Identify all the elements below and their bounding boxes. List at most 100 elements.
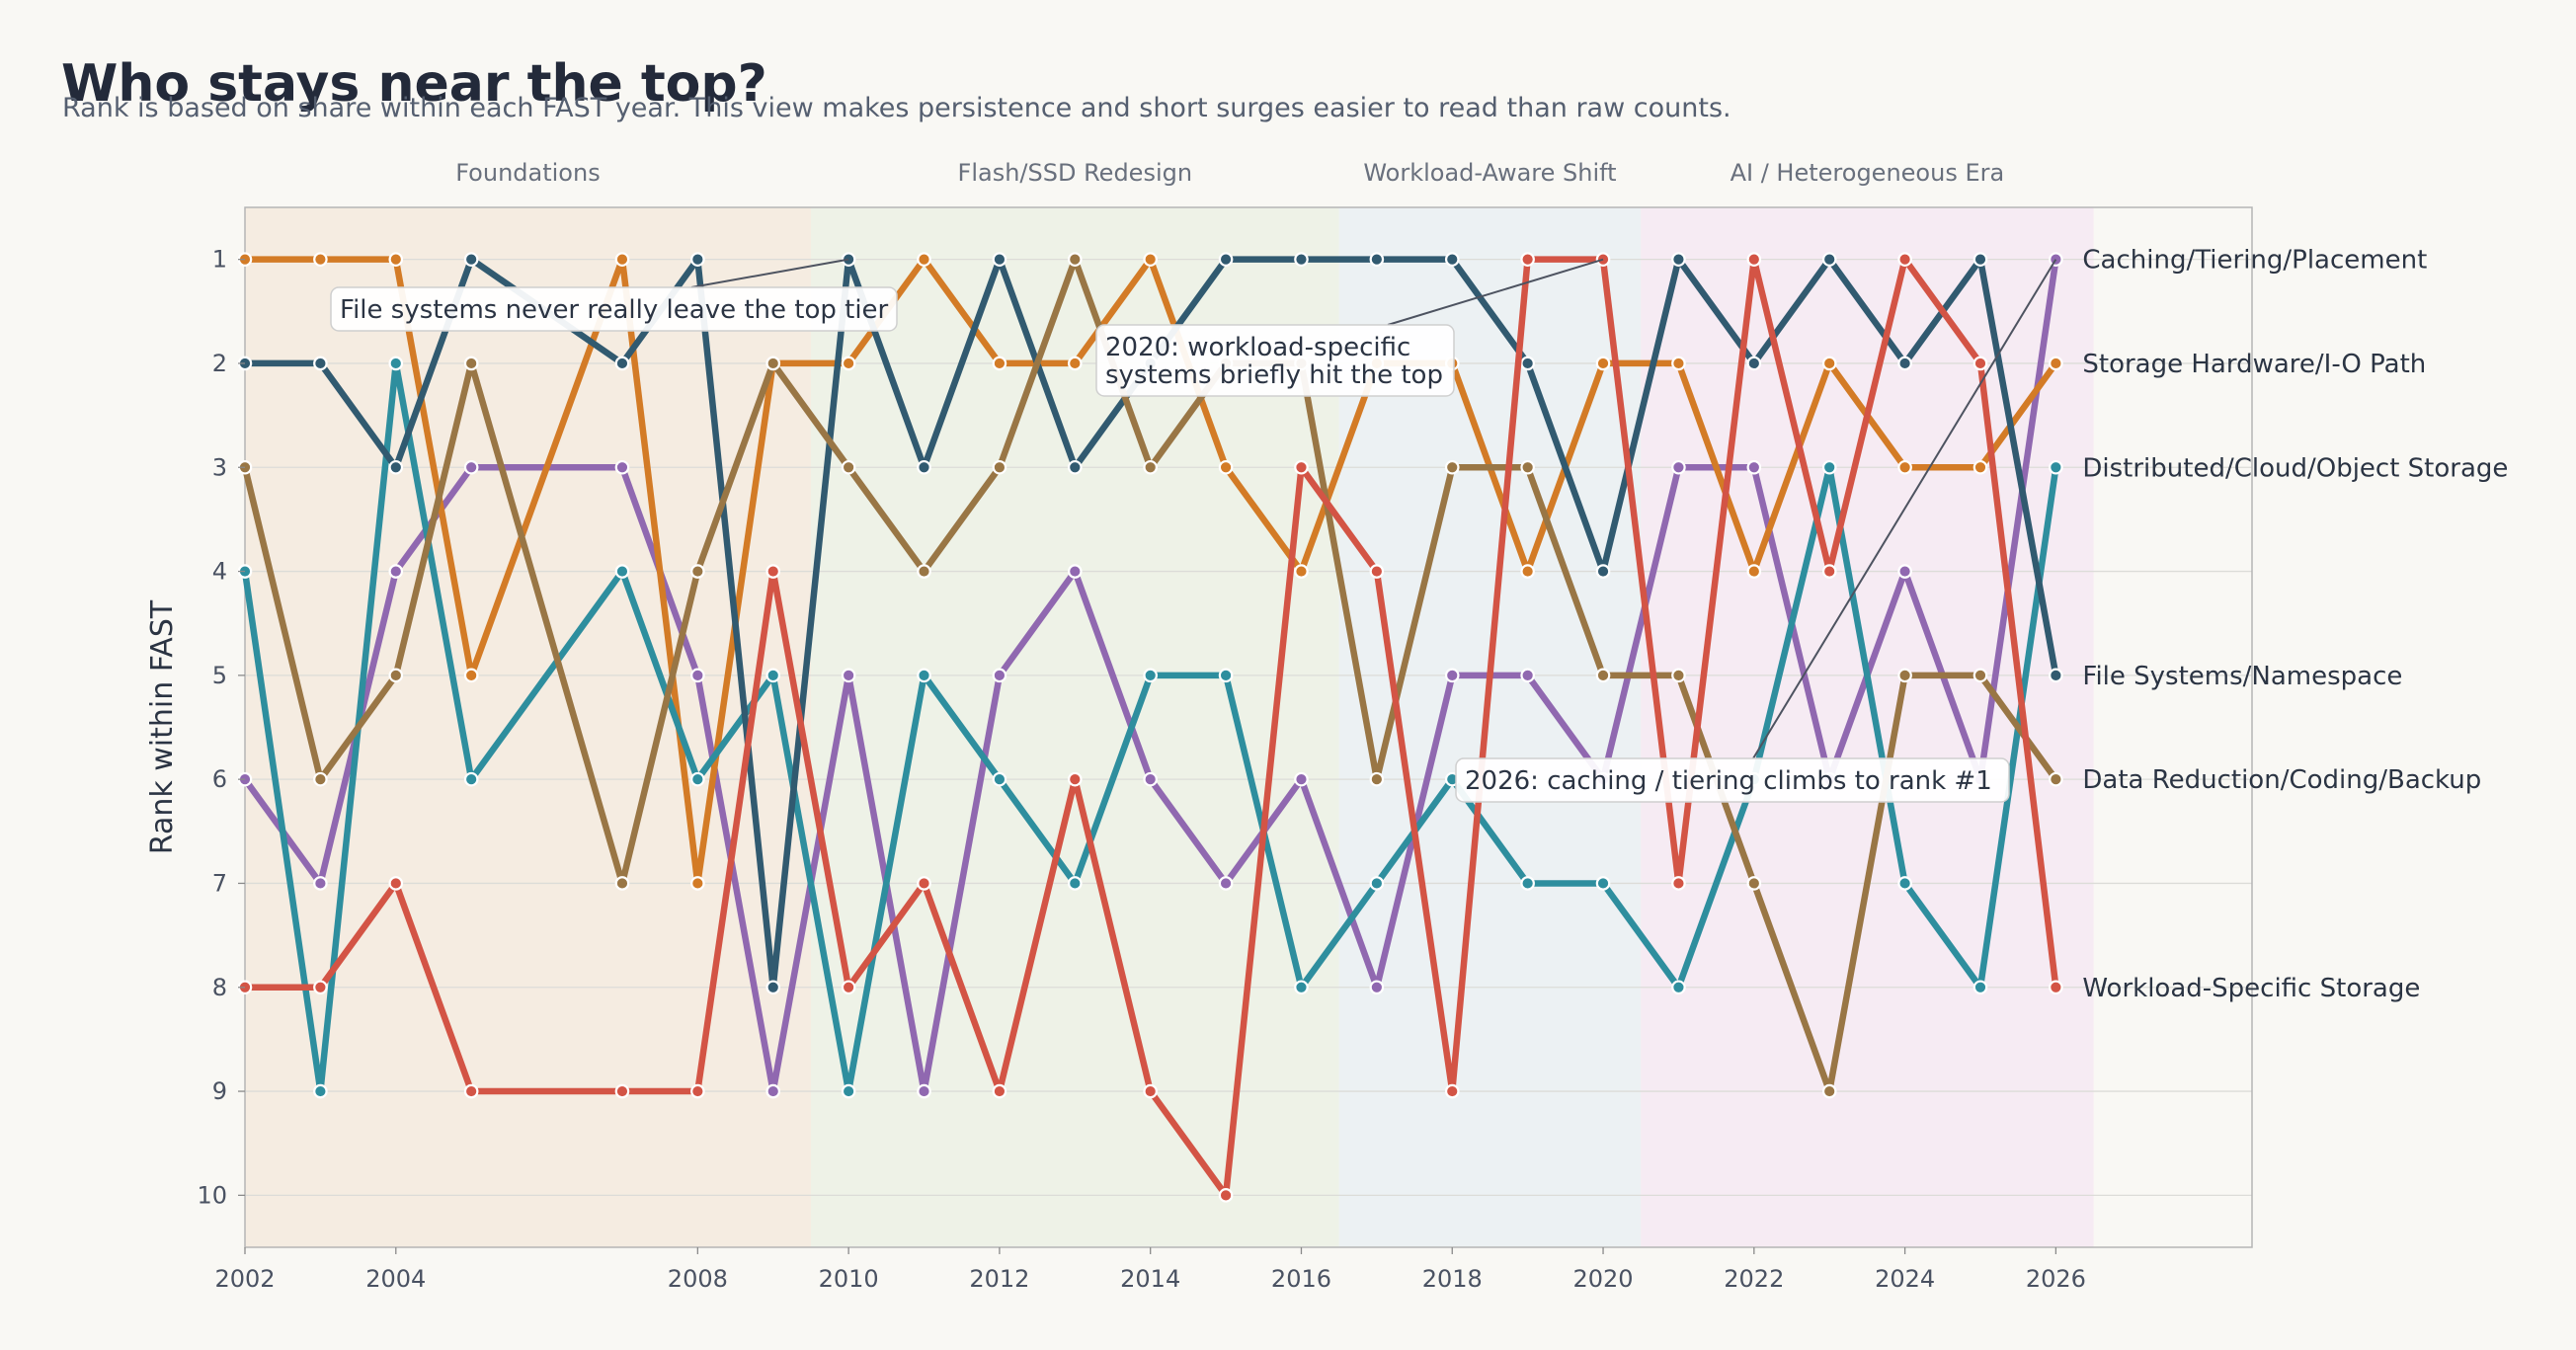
data-point [1218,668,1234,683]
data-point [917,876,931,891]
data-point [1972,668,1988,683]
data-point [1897,668,1912,683]
data-point [313,980,328,995]
data-point [1444,252,1460,267]
series-label: Distributed/Cloud/Object Storage [2082,453,2508,483]
data-point [690,564,705,579]
data-point [1671,980,1686,995]
era-label: AI / Heterogeneous Era [1731,159,2005,187]
data-point [1746,876,1762,891]
data-point [1972,459,1988,475]
annotation-box [1095,324,1455,397]
data-point [690,252,705,267]
x-tick-label: 2020 [1572,1265,1633,1293]
data-point [1746,252,1762,267]
y-tick-label: 10 [197,1181,227,1209]
data-point [463,459,479,475]
data-point [1746,356,1762,371]
series-line [241,256,2059,1095]
data-point [1444,668,1460,683]
x-tick-label: 2012 [969,1265,1029,1293]
data-point [917,564,931,579]
data-point [841,1083,856,1099]
data-point [1218,1188,1234,1203]
data-point [690,771,705,787]
data-point [1595,356,1611,371]
annotation-text: File systems never really leave the top … [340,295,889,325]
annotation-text: 2026: caching / tiering climbs to rank #… [1465,766,1992,796]
data-point [1294,252,1309,267]
data-point [1143,668,1158,683]
era-label: Foundations [455,159,600,187]
data-point [1595,876,1611,891]
era-band [245,207,811,1247]
data-point [614,1083,630,1099]
data-point [690,1083,705,1099]
x-tick-label: 2008 [668,1265,728,1293]
data-point [1972,980,1988,995]
data-point [614,459,630,475]
data-point [992,252,1007,267]
data-point [388,668,404,683]
data-point [765,1083,781,1099]
annotation-arrow [690,258,849,288]
x-tick-label: 2022 [1724,1265,1784,1293]
data-point [1595,252,1611,267]
series-line [241,359,2059,1095]
data-point [1520,564,1535,579]
data-point [463,771,479,787]
data-point [1897,564,1912,579]
data-point [1369,252,1385,267]
data-point [2049,459,2063,475]
x-tick-label: 2016 [1271,1265,1331,1293]
data-point [614,564,630,579]
data-point [1821,1083,1837,1099]
data-point [1068,459,1083,475]
data-point [614,876,630,891]
data-point [614,356,630,371]
data-point [1746,459,1762,475]
era-labels: Foundations Flash/SSD Redesign Workload-Aw… [455,159,2004,187]
data-point [690,876,705,891]
data-point [1595,564,1611,579]
data-point [841,980,856,995]
annotation-arrow [1752,259,2057,759]
data-point [1369,564,1385,579]
series-line [241,256,2059,992]
annotation-line: 2026: caching / tiering climbs to rank #… [1465,766,1992,796]
data-point [388,459,404,475]
data-point [313,1083,328,1099]
data-point [388,876,404,891]
data-point [2049,980,2063,995]
series-label: Workload-Specific Storage [2082,974,2420,1003]
data-point [1746,564,1762,579]
y-tick-label: 6 [212,765,227,793]
y-tick-label: 4 [212,558,227,586]
data-point [765,668,781,683]
y-tick-label: 8 [212,974,227,1001]
data-point [463,356,479,371]
data-point [1218,459,1234,475]
data-point [388,356,404,371]
data-point [388,564,404,579]
y-tick-label: 5 [212,662,227,689]
series-data-reduction-coding-backup [237,252,2063,1099]
annotation-text: 2020: workload-specific systems briefly h… [1105,333,1443,390]
data-point [1821,459,1837,475]
data-point [917,1083,931,1099]
data-point [765,356,781,371]
annotation-line: File systems never really leave the top … [340,295,889,325]
data-point [1821,356,1837,371]
x-tick-label: 2026 [2026,1265,2086,1293]
data-point [1143,771,1158,787]
data-point [1068,876,1083,891]
data-point [1897,356,1912,371]
y-tick-label: 1 [212,246,227,274]
series-label: Caching/Tiering/Placement [2082,246,2427,276]
y-tick-label: 9 [212,1077,227,1105]
data-point [313,876,328,891]
era-label: Workload-Aware Shift [1363,159,1616,187]
data-point [1143,459,1158,475]
data-point [1294,459,1309,475]
data-point [1671,876,1686,891]
